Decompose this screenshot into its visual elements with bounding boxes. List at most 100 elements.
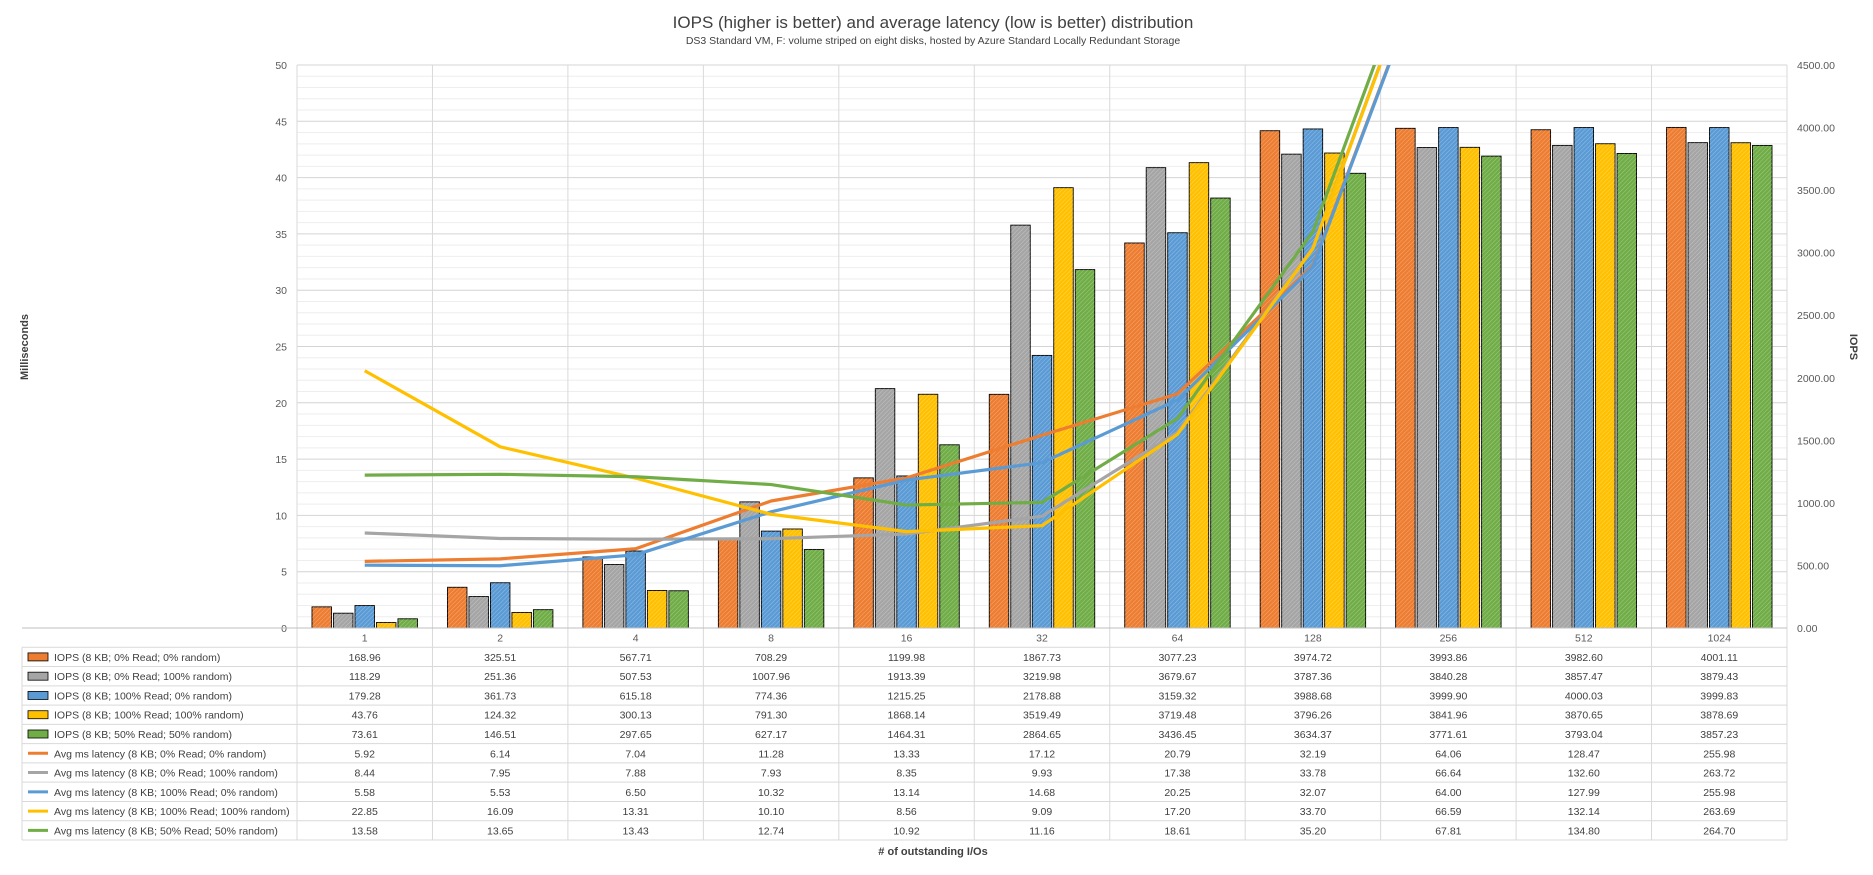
right-tick-label: 1000.00 — [1797, 498, 1835, 510]
data-label: 263.69 — [1703, 806, 1735, 818]
data-label: 33.78 — [1300, 768, 1326, 780]
bar-texture — [1481, 156, 1502, 628]
bar-texture — [447, 587, 467, 628]
bar-texture — [1688, 142, 1708, 628]
data-label: 3840.28 — [1429, 671, 1467, 683]
left-tick-label: 5 — [281, 567, 287, 579]
data-label: 43.76 — [352, 710, 378, 722]
data-label: 3793.04 — [1565, 729, 1603, 741]
data-label: 13.43 — [622, 825, 648, 837]
data-label: 18.61 — [1164, 825, 1190, 837]
data-label: 10.92 — [893, 825, 919, 837]
right-tick-label: 2000.00 — [1797, 373, 1835, 385]
legend-key-iops-8-kb-100-read-100-random — [27, 710, 49, 720]
data-label: 32.19 — [1300, 748, 1326, 760]
data-label: 22.85 — [352, 806, 378, 818]
data-label: 3857.47 — [1565, 671, 1603, 683]
bar-texture — [718, 539, 738, 628]
bar-texture — [1438, 127, 1459, 629]
x-tick-label: 2 — [497, 633, 503, 645]
data-label: 128.47 — [1568, 748, 1600, 760]
bar-texture — [853, 477, 874, 628]
right-tick-label: 4000.00 — [1797, 123, 1835, 135]
bar-texture — [1324, 153, 1345, 628]
data-label: 13.65 — [487, 825, 513, 837]
x-tick-label: 16 — [901, 633, 913, 645]
data-label: 708.29 — [755, 652, 787, 664]
legend-label-avg-ms-latency-8-kb-50-read-50-random: Avg ms latency (8 KB; 50% Read; 50% rand… — [54, 825, 278, 837]
data-label: 4001.11 — [1701, 652, 1738, 664]
data-label: 3719.48 — [1158, 710, 1196, 722]
data-label: 118.29 — [349, 671, 380, 683]
data-label: 361.73 — [484, 690, 516, 702]
bar-texture — [1053, 187, 1074, 628]
legend-key-iops-8-kb-0-read-100-random — [27, 671, 49, 681]
data-label: 2864.65 — [1023, 729, 1061, 741]
bar-texture — [354, 605, 375, 628]
x-tick-label: 4 — [633, 633, 639, 645]
data-label: 3857.23 — [1700, 729, 1738, 741]
line-avg-ms-latency-8-kb-0-read-100-random — [364, 65, 1382, 541]
data-label: 179.28 — [349, 690, 381, 702]
x-tick-label: 256 — [1440, 633, 1458, 645]
bar-texture — [1417, 147, 1437, 628]
data-label: 3841.96 — [1429, 710, 1467, 722]
right-tick-label: 2500.00 — [1797, 310, 1835, 322]
data-label: 255.98 — [1703, 787, 1735, 799]
bar-texture — [1617, 153, 1637, 628]
bar-texture — [1010, 225, 1031, 629]
left-tick-label: 50 — [275, 60, 287, 72]
left-axis-ticks: 0 5 10 15 20 25 30 35 40 45 50 — [275, 60, 287, 635]
data-label: 13.58 — [352, 825, 378, 837]
data-table: 1 2 4 8 16 32 64 128 256 512 1024 IOPS (8 KB; 0% Re… — [21, 627, 1787, 841]
legend-label-iops-8-kb-0-read-100-random: IOPS (8 KB; 0% Read; 100% random) — [54, 671, 232, 683]
x-tick-label: 8 — [768, 633, 774, 645]
bar-texture — [604, 564, 624, 628]
data-label: 5.58 — [355, 787, 376, 799]
data-label: 3878.69 — [1700, 710, 1738, 722]
data-label: 6.14 — [490, 748, 511, 760]
data-label: 3519.49 — [1023, 710, 1061, 722]
data-label: 615.18 — [620, 690, 652, 702]
data-label: 17.12 — [1029, 748, 1055, 760]
data-label: 11.16 — [1029, 825, 1055, 837]
latency-lines — [363, 65, 1391, 568]
data-label: 13.33 — [893, 748, 919, 760]
data-label: 1007.96 — [752, 671, 790, 683]
data-label: 4000.03 — [1565, 690, 1603, 702]
data-label: 7.95 — [490, 768, 511, 780]
line-avg-ms-latency-8-kb-100-read-0-random — [364, 65, 1391, 568]
data-label: 14.68 — [1029, 787, 1055, 799]
legend-key-iops-8-kb-0-read-0-random — [27, 652, 49, 662]
data-label: 1867.73 — [1023, 652, 1061, 664]
bar-texture — [1752, 145, 1772, 628]
data-label: 13.14 — [893, 787, 919, 799]
bar-texture — [1731, 142, 1751, 628]
bar-texture — [1032, 355, 1052, 628]
data-label: 20.25 — [1164, 787, 1190, 799]
bar-texture — [333, 613, 353, 628]
legend-label-iops-8-kb-0-read-0-random: IOPS (8 KB; 0% Read; 0% random) — [54, 652, 220, 664]
data-label: 3870.65 — [1565, 710, 1603, 722]
bar-texture — [1709, 127, 1730, 628]
legend-label-avg-ms-latency-8-kb-100-read-0-random: Avg ms latency (8 KB; 100% Read; 0% rand… — [54, 787, 278, 799]
data-label: 2178.88 — [1023, 690, 1061, 702]
data-label: 11.28 — [758, 748, 784, 760]
data-label: 774.36 — [755, 690, 787, 702]
data-label: 124.32 — [484, 710, 516, 722]
bar-texture — [1552, 145, 1573, 629]
bar-texture — [1260, 130, 1280, 628]
left-tick-label: 45 — [275, 116, 287, 128]
legend-label-avg-ms-latency-8-kb-100-read-100-random: Avg ms latency (8 KB; 100% Read; 100% ra… — [54, 806, 290, 818]
latency-lines-clipped — [363, 65, 1391, 568]
data-label: 263.72 — [1703, 768, 1735, 780]
bar-texture — [1460, 147, 1480, 628]
right-axis-ticks: 0.00 500.00 1000.00 1500.00 2000.00 2500.00 30… — [1797, 60, 1835, 635]
bar-texture — [1574, 127, 1594, 628]
data-label: 1868.14 — [888, 710, 926, 722]
right-tick-label: 1500.00 — [1797, 435, 1835, 447]
data-label: 1215.25 — [888, 690, 926, 702]
bar-texture — [761, 531, 781, 628]
x-tick-label: 128 — [1304, 633, 1322, 645]
